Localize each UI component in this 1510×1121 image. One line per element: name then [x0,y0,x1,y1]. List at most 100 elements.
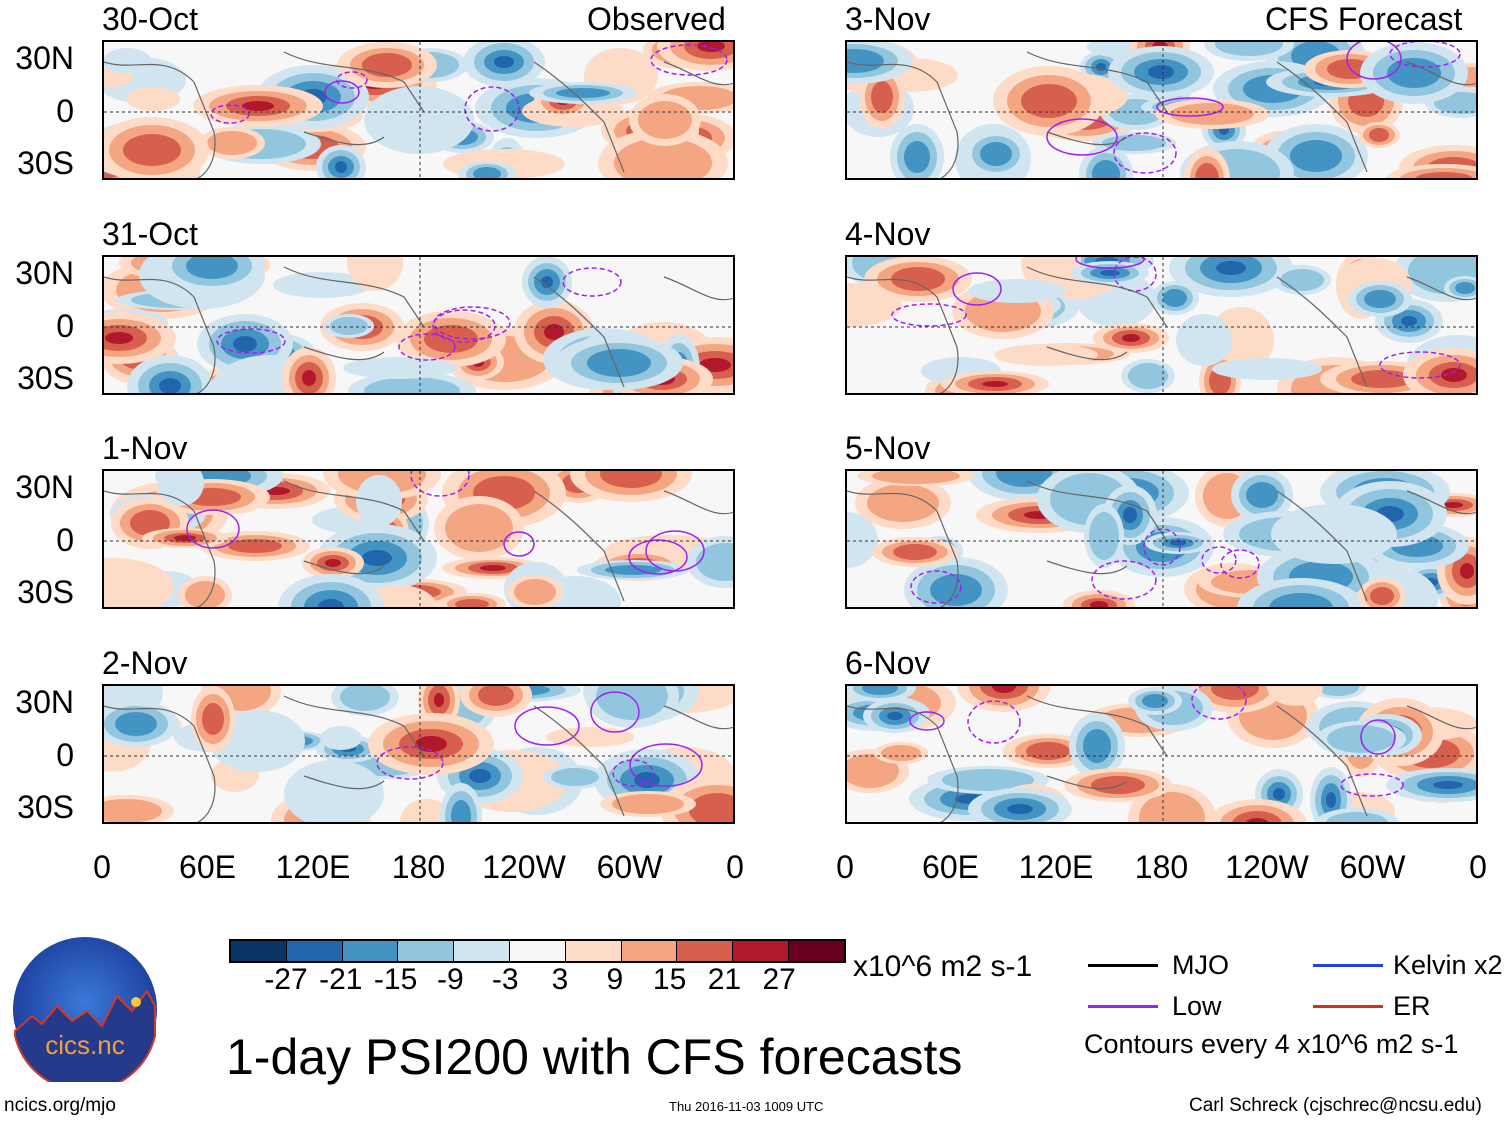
lat-label: 30S [17,789,74,825]
anomaly-contour [1148,65,1174,79]
colorbar-swatch [398,941,455,961]
anomaly-contour [302,370,316,386]
lat-label: 0 [56,308,74,344]
anomaly-contour [115,712,157,736]
anomaly-contour [1317,686,1359,696]
anomaly-contour [159,378,181,393]
anomaly-contour [699,358,731,372]
anomaly-contour [980,142,1012,166]
low-contour [186,509,240,549]
anomaly-contour [1128,363,1168,389]
lon-label: 120W [1225,849,1309,885]
anomaly-contour [887,712,903,720]
contour-note: Contours every 4 x10^6 m2 s-1 [1084,1029,1459,1059]
anomaly-contour [1215,42,1283,56]
anomaly-contour [202,703,224,735]
anomaly-contour [126,87,180,111]
anomaly-contour [1026,742,1070,760]
anomaly-contour [347,257,403,291]
colorbar-tick: 27 [762,963,796,996]
anomaly-contour [1271,504,1397,564]
anomaly-contour [1326,792,1336,808]
low-contour [562,267,622,297]
anomaly-contour [1163,289,1187,307]
coastlines [847,266,1476,393]
anomaly-contour [473,167,501,178]
colorbar-swatch [286,941,343,961]
anomaly-contour [847,754,899,788]
map-panel [102,255,735,395]
low-contour [1113,257,1157,292]
anomaly-contour [318,599,344,607]
anomaly-contour [596,686,668,720]
low-contour [1389,42,1461,68]
anomaly-contour [1401,316,1417,326]
anomaly-contour [1245,818,1269,822]
colorbar-units: x10^6 m2 s-1 [853,950,1033,983]
colorbar-swatch [733,941,789,961]
low-contour [1379,351,1461,379]
lat-label: 30S [17,145,74,181]
anomaly-contour [455,599,489,607]
low-contour [503,531,535,557]
colorbar [229,939,846,963]
low-contour [612,759,654,787]
lat-label: 30N [15,40,74,76]
low-contour [336,71,368,89]
map-panel [102,469,735,609]
observed-label: Observed [587,1,726,37]
footer-timestamp: Thu 2016-11-03 1009 UTC [669,1099,824,1114]
lat-label: 30S [17,574,74,610]
low-contour [909,711,945,731]
footer-url[interactable]: ncics.org/mjo [4,1095,116,1116]
anomaly-contour [1092,160,1120,178]
mjo-line [1088,964,1158,967]
anomaly-contour [1212,358,1322,380]
low-contour [324,80,360,104]
anomaly-contour [982,381,1008,387]
low-contour [514,706,580,746]
anomaly-contour [1100,270,1120,276]
low-contour [1340,773,1404,797]
map-panel [845,255,1478,395]
lat-label: 0 [56,522,74,558]
anomaly-contour [362,550,392,566]
anomaly-contour [968,279,1066,303]
anomaly-contour [185,581,225,607]
anomaly-contour [881,745,921,761]
panel-date: 2-Nov [102,645,188,681]
low-contour [210,104,250,124]
anomaly-contour [930,574,982,606]
anomaly-contour [320,726,362,750]
anomaly-contour [612,794,684,814]
anomaly-contour [1216,261,1246,275]
low-contour [1156,97,1224,117]
map-panel [102,684,735,824]
lon-label: 0 [93,849,111,885]
colorbar-swatch [231,941,287,961]
anomaly-contour [1021,84,1077,118]
anomaly-contour [343,357,457,379]
colorbar-swatch [565,941,622,961]
anomaly-contour [1195,163,1219,178]
lon-label: 60E [922,849,979,885]
low-contour [1046,118,1118,156]
anomaly-contour [186,257,238,279]
colorbar-swatch [621,941,678,961]
colorbar-tick: -3 [491,963,519,996]
colorbar-swatch [454,941,510,961]
anomaly-contour [325,559,341,567]
legend-er: ER [1393,991,1431,1021]
anomaly-contour [847,512,878,568]
lon-label: 0 [836,849,854,885]
anomaly-contour [1176,314,1232,366]
low-contour [628,539,688,575]
low-contour [967,700,1021,744]
anomaly-contour [434,693,444,707]
colorbar-tick: 9 [606,963,624,996]
map-panel [845,684,1478,824]
anomaly-contour [1142,694,1168,708]
colorbar-swatch [788,941,844,961]
panel-date: 3-Nov [845,1,931,37]
